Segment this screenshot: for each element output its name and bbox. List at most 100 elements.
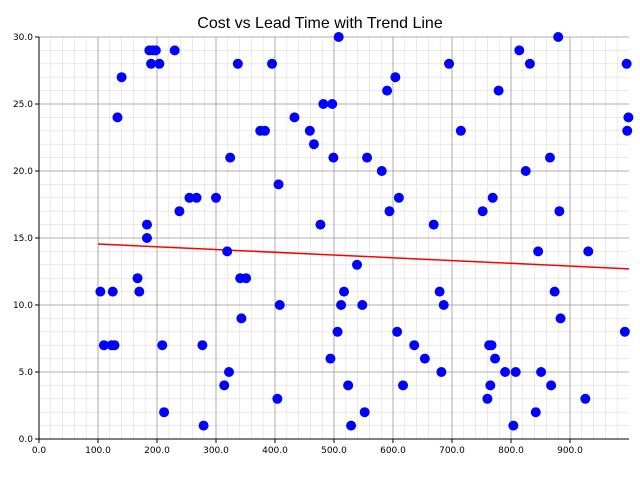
data-point [315,219,326,230]
data-point [146,58,157,69]
data-point [112,112,123,123]
major-grid [38,36,629,440]
data-point [390,72,401,83]
data-point [304,125,315,136]
data-point [436,367,447,377]
x-tick-label: 300.0 [203,446,229,456]
data-point [116,72,127,83]
data-point [384,206,395,217]
data-point [362,152,373,163]
data-point [154,58,165,69]
data-point [444,58,455,69]
data-point [107,286,118,297]
data-point [392,326,403,337]
data-point [150,45,161,56]
data-point [169,45,180,56]
data-point [485,380,496,391]
data-point [318,99,329,109]
y-tick-label: 20.0 [13,167,33,177]
data-point [546,380,557,391]
chart-title: Cost vs Lead Time with Trend Line [197,15,443,32]
data-point [174,206,185,217]
data-point [486,340,497,351]
data-point [409,340,420,351]
x-tick-label: 200.0 [144,446,170,456]
data-point [490,353,501,364]
x-tick-label: 900.0 [557,446,583,456]
data-point [236,313,247,324]
data-point [141,219,152,230]
data-point [109,340,120,351]
y-axis-ticks: 0.0 5.0 10.0 15.0 20.0 25.0 30.0 [13,33,39,445]
data-point [434,286,445,297]
data-point [272,393,283,404]
data-point [580,393,591,404]
data-point [428,219,439,230]
data-point [553,32,564,42]
y-tick-label: 10.0 [13,301,33,311]
data-point [273,179,284,190]
data-point [223,367,234,377]
data-point [544,152,555,163]
data-point [382,85,393,96]
data-point [419,353,430,364]
data-point [520,166,531,176]
y-tick-label: 15.0 [13,234,33,244]
data-point [267,58,278,69]
data-point [259,125,270,136]
data-point [241,273,252,284]
data-point [554,206,565,217]
x-axis-ticks: 0.0 100.0 200.0 300.0 400.0 500.0 600.0 700.0 80… [32,439,583,456]
x-tick-label: 0.0 [32,446,47,456]
x-tick-label: 600.0 [380,446,406,456]
data-point [508,420,519,431]
y-tick-label: 0.0 [19,435,34,445]
data-point [339,286,350,297]
data-points [95,32,634,431]
data-point [197,340,208,351]
data-point [308,139,319,150]
data-point [357,300,368,310]
data-point [157,340,168,351]
data-point [622,125,633,136]
data-point [493,85,504,96]
data-point [359,407,370,418]
data-point [510,367,521,377]
data-point [343,380,354,391]
data-point [555,313,566,324]
data-point [225,152,236,163]
data-point [219,380,230,391]
data-point [455,125,466,136]
data-point [325,353,336,364]
x-tick-label: 800.0 [498,446,524,456]
data-point [191,192,202,203]
trend-line-group [97,243,630,270]
data-point [332,326,343,337]
data-point [132,273,143,284]
x-tick-label: 400.0 [262,446,288,456]
trend-line [97,243,630,270]
x-tick-label: 100.0 [85,446,111,456]
data-point [232,58,243,69]
data-point [524,58,535,69]
data-point [438,300,449,310]
data-point [159,407,170,418]
x-tick-label: 500.0 [321,446,347,456]
data-point [289,112,300,123]
data-point [487,192,498,203]
data-point [398,380,409,391]
data-point [533,246,544,257]
data-point [274,300,285,310]
y-tick-label: 5.0 [19,368,34,378]
data-point [583,246,594,257]
data-point [327,99,338,109]
y-tick-label: 25.0 [13,100,33,110]
data-point [477,206,488,217]
data-point [328,152,339,163]
data-point [134,286,145,297]
data-point [336,300,347,310]
data-point [222,246,233,257]
data-point [346,420,357,431]
